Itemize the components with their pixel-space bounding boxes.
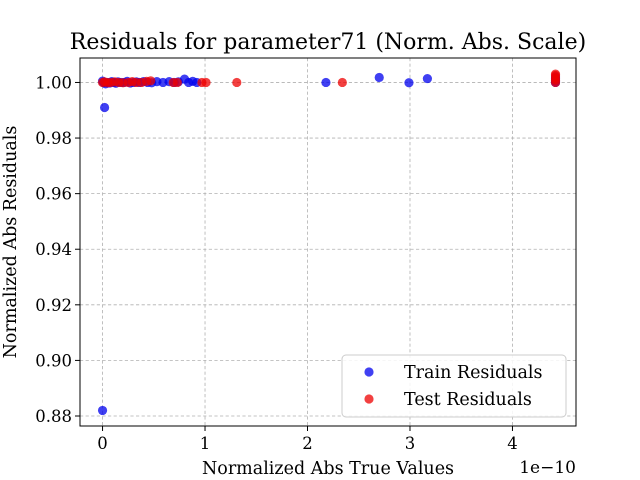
x-axis-label: Normalized Abs True Values — [202, 459, 454, 479]
y-tick-label: 0.88 — [35, 407, 72, 426]
data-point — [422, 73, 433, 84]
y-tick-label: 0.94 — [35, 240, 72, 259]
data-point — [172, 77, 182, 88]
legend-box — [341, 354, 567, 418]
x-tick-label: 1 — [200, 434, 211, 453]
legend: Train Residuals Test Residuals — [341, 354, 567, 418]
plot-area-frame — [79, 57, 577, 427]
data-point — [404, 78, 414, 88]
series-test — [97, 69, 561, 88]
y-tick-label: 1.00 — [35, 73, 72, 92]
data-point — [201, 77, 211, 88]
x-axis-offset-label: 1e−10 — [519, 458, 576, 478]
data-point — [97, 405, 108, 416]
data-point — [550, 69, 561, 79]
data-point — [232, 77, 242, 88]
y-axis-label: Normalized Abs Residuals — [1, 126, 21, 359]
data-point — [337, 77, 347, 88]
axis-ticks: 0 1 2 3 4 0.88 0.90 0.92 0.94 0.96 0.98 1.00 — [35, 73, 517, 453]
x-tick-label: 2 — [302, 434, 313, 453]
legend-marker-train — [364, 367, 374, 377]
data-point — [146, 76, 156, 86]
y-tick-label: 0.92 — [35, 296, 72, 315]
legend-marker-test — [364, 394, 374, 404]
legend-label-train: Train Residuals — [404, 363, 543, 383]
x-tick-label: 0 — [97, 434, 108, 453]
chart-title: Residuals for parameter71 (Norm. Abs. Sc… — [70, 30, 586, 55]
x-tick-label: 4 — [507, 434, 518, 453]
y-tick-label: 0.96 — [35, 185, 72, 204]
x-tick-label: 3 — [405, 434, 416, 453]
data-point — [99, 102, 110, 113]
data-point — [374, 72, 384, 83]
y-tick-label: 0.98 — [35, 129, 72, 148]
data-point — [321, 77, 331, 88]
data-points — [97, 69, 561, 416]
legend-label-test: Test Residuals — [404, 390, 532, 410]
y-tick-label: 0.90 — [35, 351, 72, 370]
